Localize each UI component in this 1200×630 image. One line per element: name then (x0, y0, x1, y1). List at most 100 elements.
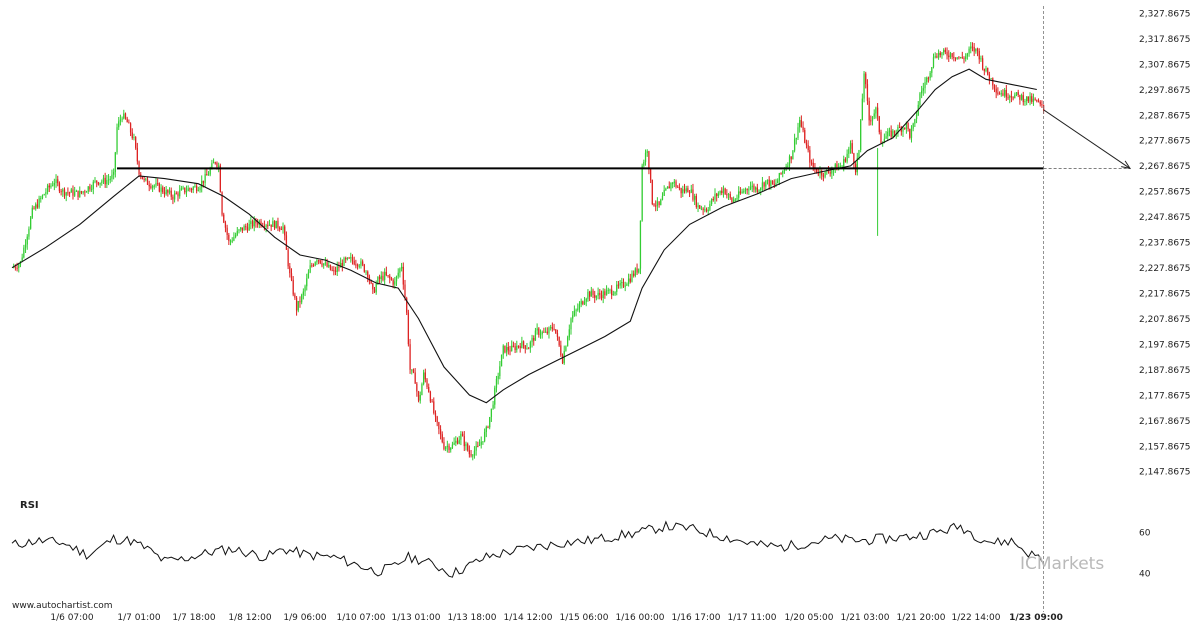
candle-down (827, 170, 830, 173)
candle-down (649, 169, 652, 180)
candle-up (926, 77, 928, 83)
candle-down (312, 265, 315, 267)
candle-up (365, 271, 367, 273)
candle-down (97, 182, 100, 185)
candle-up (275, 220, 277, 229)
price-tick-label: 2,217.8675 (1139, 290, 1191, 300)
candle-up (133, 137, 135, 139)
price-tick-label: 2,147.8675 (1139, 468, 1191, 478)
candle-down (880, 132, 882, 144)
candle-up (795, 137, 797, 140)
candle-up (472, 455, 474, 457)
candle-up (531, 338, 533, 343)
candle-up (968, 48, 970, 54)
candle-up (185, 191, 188, 193)
candle-down (870, 120, 872, 122)
candle-down (167, 189, 169, 193)
candle-up (109, 178, 111, 180)
candle-down (731, 197, 733, 203)
candle-down (353, 260, 355, 265)
candle-down (33, 207, 35, 209)
candle-up (483, 432, 486, 442)
candle-up (727, 194, 730, 196)
candle-up (941, 52, 943, 56)
candle-up (590, 290, 592, 297)
candle-up (377, 277, 379, 285)
candle-up (446, 445, 448, 448)
candle-up (697, 205, 699, 208)
candle-down (311, 265, 313, 267)
candle-up (475, 445, 477, 451)
candle-down (592, 290, 594, 295)
candle-down (279, 227, 281, 230)
price-tick-label: 2,267.8675 (1139, 162, 1191, 172)
candle-down (971, 46, 974, 48)
candle-up (521, 341, 523, 349)
candle-up (74, 191, 76, 196)
candle-down (768, 179, 770, 187)
candle-up (929, 72, 931, 78)
candle-up (685, 188, 687, 192)
candle-up (482, 441, 484, 443)
candle-up (121, 118, 123, 120)
candle-down (981, 58, 984, 69)
candle-down (202, 180, 205, 183)
candle-down (551, 327, 554, 329)
candle-down (16, 267, 18, 269)
candle-down (263, 225, 266, 227)
candle-up (485, 426, 487, 433)
candle-down (1036, 99, 1038, 102)
candle-down (170, 190, 172, 197)
candle-down (412, 369, 415, 373)
candle-up (116, 127, 118, 153)
candle-up (660, 199, 662, 206)
candle-up (612, 294, 614, 296)
candle-down (341, 262, 343, 266)
price-tick-label: 2,237.8675 (1139, 239, 1191, 249)
forecast-arrow-head (1121, 160, 1132, 170)
candle-up (758, 190, 760, 193)
candle-down (124, 113, 127, 119)
candle-up (153, 185, 155, 187)
candle-down (802, 126, 804, 131)
candle-down (219, 165, 221, 193)
candle-up (793, 139, 796, 151)
candle-up (1014, 94, 1016, 99)
candle-down (172, 196, 174, 200)
candle-up (748, 189, 750, 191)
candle-up (399, 268, 401, 273)
candle-down (900, 127, 902, 132)
price-tick-label: 2,207.8675 (1139, 315, 1191, 325)
candle-up (87, 186, 89, 192)
candle-up (843, 159, 845, 167)
candle-down (695, 195, 697, 208)
candle-up (505, 346, 508, 353)
price-tick-label: 2,187.8675 (1139, 366, 1191, 376)
candle-down (63, 189, 66, 196)
candle-down (135, 137, 137, 148)
candle-down (378, 277, 381, 280)
candle-up (55, 179, 57, 184)
candle-up (580, 301, 582, 305)
candle-down (226, 227, 228, 235)
candle-down (809, 150, 811, 163)
candle-down (687, 188, 689, 193)
candle-up (990, 78, 992, 80)
candle-up (717, 193, 720, 196)
time-axis-label: 1/6 07:00 (50, 613, 94, 623)
candle-down (284, 226, 286, 236)
candle-up (609, 289, 611, 291)
candle-up (395, 276, 398, 282)
candle-down (1037, 101, 1040, 103)
candle-up (539, 334, 542, 336)
candle-up (422, 372, 425, 385)
candle-up (624, 285, 626, 287)
candle-up (578, 304, 581, 309)
candle-up (743, 191, 745, 193)
candle-down (1027, 96, 1029, 102)
candle-up (912, 123, 914, 129)
candle-up (792, 150, 794, 160)
candle-up (473, 450, 476, 456)
candle-up (966, 53, 969, 57)
candle-up (902, 127, 904, 132)
